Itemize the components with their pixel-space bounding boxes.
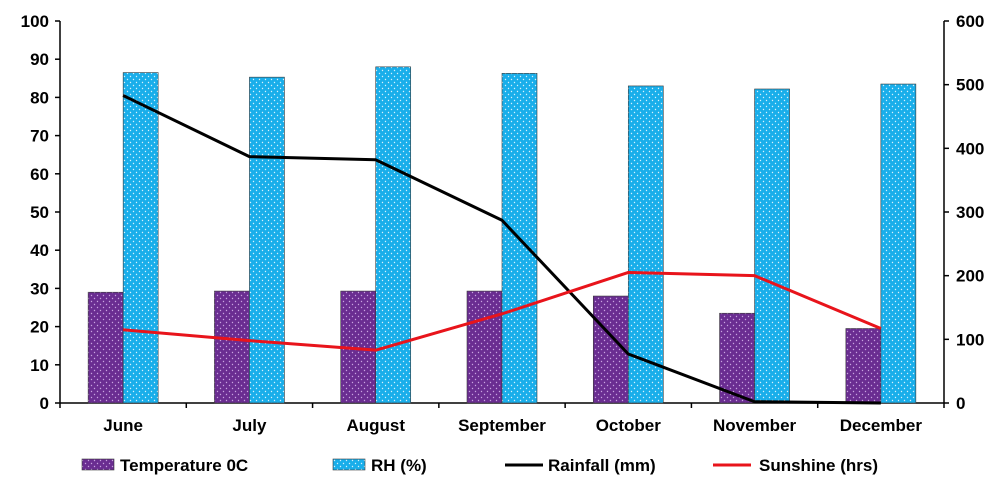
rh-bar [627, 85, 664, 404]
legend-temperature-label: Temperature 0C [120, 456, 248, 475]
left-tick-label: 90 [30, 50, 49, 69]
sunshine-line [123, 270, 882, 352]
category-label: September [458, 416, 546, 435]
lines [122, 94, 882, 405]
left-tick-label: 30 [30, 279, 49, 298]
rh-bar [880, 83, 917, 404]
category-labels: June July August September October November De… [59, 403, 945, 435]
right-axis: 0 100 200 300 400 500 600 [944, 12, 984, 413]
temperature-bar [466, 290, 503, 404]
category-label: October [596, 416, 662, 435]
left-tick-label: 60 [30, 165, 49, 184]
rh-bar [249, 76, 285, 404]
temperature-bar [719, 312, 755, 404]
category-label: November [713, 416, 797, 435]
left-axis: 0 10 20 30 40 50 60 70 80 90 100 [21, 12, 60, 413]
rh-bar [754, 88, 790, 404]
left-tick-label: 10 [30, 356, 49, 375]
left-tick-label: 70 [30, 127, 49, 146]
left-tick-label: 100 [21, 12, 49, 31]
left-tick-label: 80 [30, 88, 49, 107]
temperature-bar [87, 291, 124, 404]
rh-bar [122, 72, 159, 404]
category-label: July [232, 416, 267, 435]
category-label: June [103, 416, 143, 435]
rh-bar [375, 66, 412, 404]
category-label: December [840, 416, 923, 435]
left-tick-label: 0 [40, 394, 49, 413]
right-tick-label: 100 [956, 330, 984, 349]
bars [87, 66, 917, 404]
right-tick-label: 600 [956, 12, 984, 31]
legend-rh-swatch [332, 458, 366, 471]
right-tick-label: 200 [956, 267, 984, 286]
temperature-bar [845, 328, 882, 404]
left-tick-label: 20 [30, 318, 49, 337]
legend-temperature-swatch [81, 458, 115, 471]
right-tick-label: 0 [956, 394, 965, 413]
rainfall-line [122, 94, 881, 405]
right-tick-label: 300 [956, 203, 984, 222]
left-tick-label: 50 [30, 203, 49, 222]
right-tick-label: 400 [956, 139, 984, 158]
legend-rh-label: RH (%) [371, 456, 427, 475]
legend-rainfall-label: Rainfall (mm) [548, 456, 656, 475]
left-tick-label: 40 [30, 241, 49, 260]
legend-sunshine-label: Sunshine (hrs) [759, 456, 878, 475]
right-tick-label: 500 [956, 76, 984, 95]
legend: Temperature 0C RH (%) Rainfall (mm) Sunshin… [81, 456, 878, 475]
temperature-bar [214, 290, 250, 404]
category-label: August [346, 416, 405, 435]
